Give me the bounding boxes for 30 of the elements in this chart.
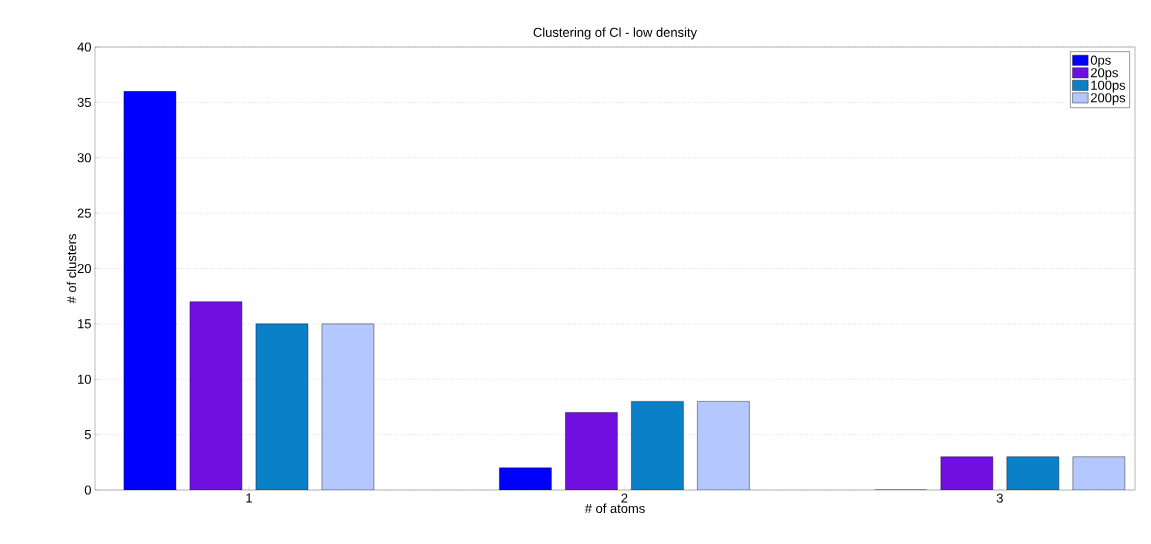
y-tick-label: 15: [78, 319, 91, 329]
y-tick-label: 40: [77, 42, 91, 52]
y-tick-label: 30: [77, 153, 91, 163]
legend-label: 20ps: [1090, 68, 1118, 80]
bar: [499, 467, 552, 490]
bar: [189, 301, 243, 490]
y-tick-label: 25: [77, 208, 91, 218]
legend-label: 200ps: [1090, 93, 1126, 105]
y-tick-label: 5: [84, 430, 91, 440]
bar: [1006, 456, 1060, 490]
bar: [1072, 456, 1126, 490]
y-tick-label: 10: [78, 374, 91, 384]
x-axis-title: # of atoms: [584, 503, 645, 514]
y-tick-label: 0: [84, 485, 91, 495]
bar: [697, 401, 750, 490]
y-tick-label: 20: [77, 263, 91, 274]
bar: [255, 323, 309, 490]
y-axis-title: # of clusters: [66, 234, 77, 304]
chart-title: Clustering of Cl - low density: [533, 27, 698, 40]
bar: [321, 323, 375, 490]
bar: [631, 401, 684, 490]
legend-label: 100ps: [1091, 80, 1126, 93]
y-tick-label: 35: [77, 97, 91, 107]
x-tick-label: 3: [996, 493, 1003, 503]
bar: [123, 91, 177, 490]
bar: [565, 412, 618, 490]
bar: [940, 456, 994, 490]
legend-label: 0ps: [1090, 55, 1111, 68]
x-tick-label: 2: [621, 493, 628, 503]
x-tick-label: 1: [246, 493, 252, 503]
